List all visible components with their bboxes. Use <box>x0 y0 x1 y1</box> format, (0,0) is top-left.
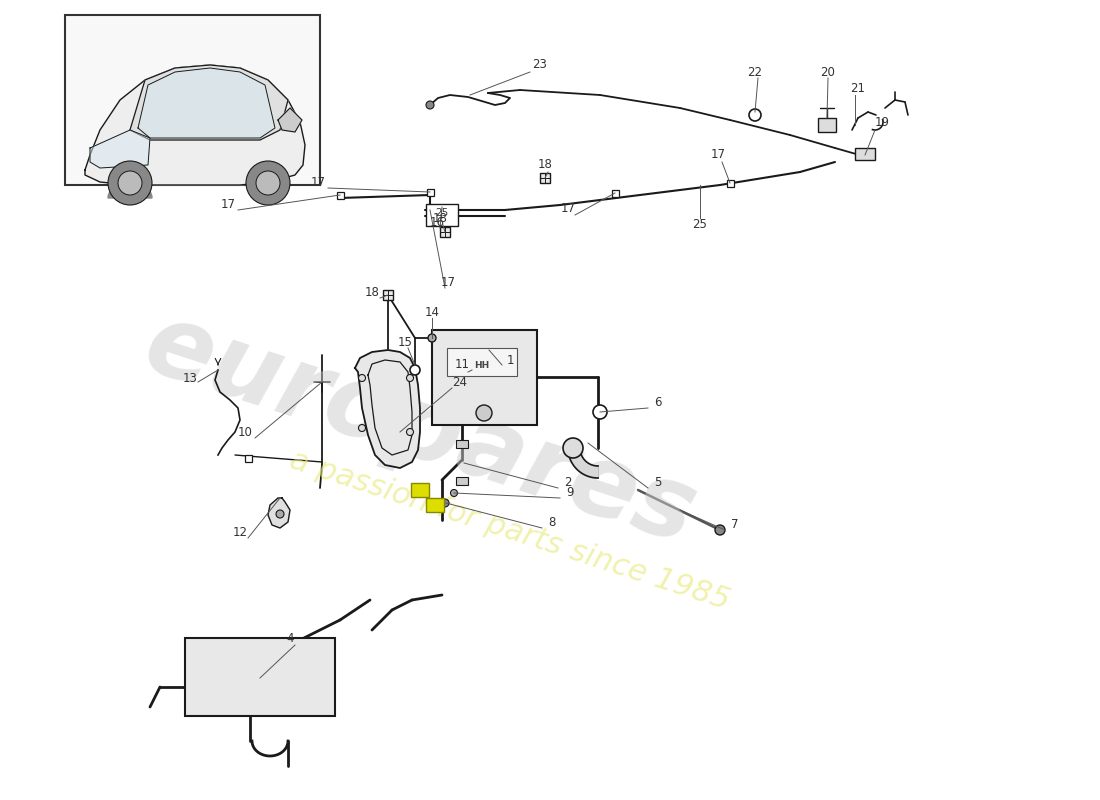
Circle shape <box>441 499 449 507</box>
Text: 17: 17 <box>561 202 575 214</box>
Text: 25: 25 <box>436 208 449 218</box>
Circle shape <box>256 171 280 195</box>
Bar <box>245 455 252 462</box>
Text: 17: 17 <box>220 198 235 210</box>
Text: 11: 11 <box>454 358 470 371</box>
Bar <box>337 192 344 199</box>
Bar <box>65 15 320 185</box>
Circle shape <box>407 374 414 382</box>
Text: 18: 18 <box>364 286 380 298</box>
Text: 17: 17 <box>310 175 326 189</box>
Text: 14: 14 <box>425 306 440 318</box>
Text: 18: 18 <box>538 158 552 171</box>
Circle shape <box>359 374 365 382</box>
Circle shape <box>476 405 492 421</box>
Text: HH: HH <box>474 361 490 370</box>
Text: 20: 20 <box>821 66 835 78</box>
Bar <box>426 498 444 512</box>
Bar <box>427 189 434 196</box>
Text: 13: 13 <box>183 371 197 385</box>
Text: 23: 23 <box>532 58 548 71</box>
Circle shape <box>451 490 458 497</box>
Polygon shape <box>268 498 290 528</box>
Circle shape <box>563 438 583 458</box>
Text: 5: 5 <box>654 475 662 489</box>
Text: 6: 6 <box>654 397 662 410</box>
Text: 2: 2 <box>564 475 572 489</box>
Text: 21: 21 <box>850 82 866 94</box>
Circle shape <box>108 161 152 205</box>
Text: 9: 9 <box>566 486 574 498</box>
Bar <box>456 477 468 485</box>
Text: 25: 25 <box>693 218 707 231</box>
Polygon shape <box>108 183 152 198</box>
Circle shape <box>428 334 436 342</box>
Polygon shape <box>130 65 288 140</box>
Text: 17: 17 <box>440 275 455 289</box>
Text: 17: 17 <box>711 149 726 162</box>
Circle shape <box>593 405 607 419</box>
Text: 12: 12 <box>232 526 248 538</box>
Bar <box>612 190 619 197</box>
Bar <box>727 180 734 187</box>
Circle shape <box>276 510 284 518</box>
Bar <box>383 290 393 300</box>
Text: 1: 1 <box>506 354 514 366</box>
Bar <box>540 173 550 183</box>
Bar <box>818 118 836 132</box>
Text: 15: 15 <box>397 335 412 349</box>
Text: 8: 8 <box>548 515 556 529</box>
Polygon shape <box>568 448 598 478</box>
Text: 22: 22 <box>748 66 762 78</box>
Polygon shape <box>90 130 150 168</box>
Text: 18: 18 <box>432 211 448 225</box>
Bar <box>855 148 875 160</box>
Bar <box>447 348 517 376</box>
Circle shape <box>715 525 725 535</box>
Circle shape <box>749 109 761 121</box>
Polygon shape <box>355 350 420 468</box>
Bar <box>411 483 429 497</box>
Bar <box>456 440 468 448</box>
Bar <box>185 638 336 716</box>
Bar <box>432 330 537 425</box>
Text: 4: 4 <box>286 631 294 645</box>
Text: 10: 10 <box>238 426 252 438</box>
Circle shape <box>359 425 365 431</box>
Circle shape <box>410 365 420 375</box>
Polygon shape <box>85 65 305 185</box>
Text: 19: 19 <box>874 115 890 129</box>
Text: 24: 24 <box>452 375 468 389</box>
Polygon shape <box>138 68 275 138</box>
Bar <box>426 204 458 226</box>
Circle shape <box>407 429 414 435</box>
Circle shape <box>246 161 290 205</box>
Circle shape <box>118 171 142 195</box>
Polygon shape <box>278 108 303 132</box>
Text: europares: europares <box>132 295 707 565</box>
Text: 7: 7 <box>732 518 739 531</box>
Circle shape <box>426 101 434 109</box>
Text: a passion for parts since 1985: a passion for parts since 1985 <box>286 445 734 615</box>
Bar <box>440 227 450 237</box>
Text: 16: 16 <box>429 215 444 229</box>
